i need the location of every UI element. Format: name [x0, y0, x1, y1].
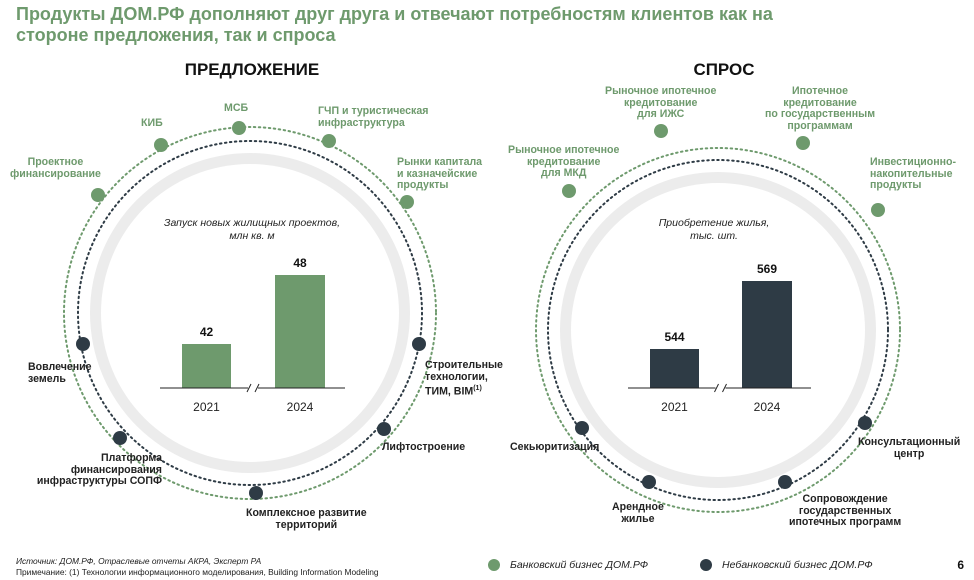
label-state-programs-support: Сопровождение государственных ипотечных пр… — [789, 493, 902, 528]
demand-outer-ring — [535, 147, 901, 513]
legend-bank-marker — [488, 559, 500, 571]
demand-nonbank-node-2 — [778, 475, 792, 489]
slide-title: Продукты ДОМ.РФ дополняют друг друга и о… — [16, 4, 773, 45]
label-complex-development: Комплексное развитие территорий — [246, 507, 367, 531]
supply-heading: ПРЕДЛОЖЕНИЕ — [184, 60, 320, 79]
label-state-mortgage: Ипотечное кредитование по государственным п… — [765, 85, 876, 132]
chart0-value-label-0: 42 — [200, 325, 214, 339]
chart0-category-label-0: 2021 — [193, 400, 220, 414]
label-securitization: Секьюритизация — [510, 441, 600, 453]
demand-bank-node-2 — [796, 136, 810, 150]
chart0-bar-0 — [182, 344, 231, 388]
demand-nonbank-node-1 — [642, 475, 656, 489]
footnote: Примечание: (1) Технологии информационно… — [16, 567, 379, 577]
label-capital-markets: Рынки капитала и казначейские продукты — [397, 156, 483, 191]
chart1-break-mark-a — [714, 383, 719, 393]
chart0-category-label-1: 2024 — [287, 400, 314, 414]
demand-heading: СПРОС — [693, 60, 755, 79]
supply-bank-node-2 — [232, 121, 246, 135]
demand-disk — [571, 183, 865, 477]
chart-caption-demand: Приобретение жилья, тыс. шт. — [658, 217, 770, 242]
legend-nonbank-marker — [700, 559, 712, 571]
chart0-break-gap — [248, 385, 258, 391]
page-number: 6 — [957, 558, 964, 572]
label-construction-tech: Строительные технологии, ТИМ, BIM(1) — [425, 359, 503, 398]
label-rental-housing: Арендное жилье — [612, 501, 664, 525]
chart1-bar-1 — [742, 281, 792, 388]
supply-nonbank-node-3 — [377, 422, 391, 436]
label-land-involvement: Вовлечение земель — [28, 361, 92, 385]
supply-outer-ring — [63, 126, 437, 500]
demand-nonbank-node-0 — [575, 421, 589, 435]
supply-nonbank-node-1 — [113, 431, 127, 445]
supply-bank-node-1 — [154, 138, 168, 152]
chart1-break-mark-b — [722, 383, 727, 393]
chart1-category-label-0: 2021 — [661, 400, 688, 414]
label-mkd-mortgage: Рыночное ипотечное кредитование для МКД — [508, 144, 620, 179]
label-izhs-mortgage: Рыночное ипотечное кредитование для ИЖС — [605, 85, 717, 120]
chart1-bar-0 — [650, 349, 699, 388]
supply-bank-node-3 — [322, 134, 336, 148]
chart0-break-mark-b — [254, 383, 260, 393]
supply-nonbank-node-4 — [412, 337, 426, 351]
label-msb: МСБ — [224, 102, 249, 114]
supply-inner-ring — [77, 140, 423, 486]
chart1-category-label-1: 2024 — [754, 400, 781, 414]
demand-bank-node-1 — [654, 124, 668, 138]
chart-caption-supply: Запуск новых жилищных проектов, млн кв. м — [164, 217, 340, 242]
legend-nonbank: Небанковский бизнес ДОМ.РФ — [700, 559, 873, 571]
label-consulting-center: Консультационный центр — [858, 436, 961, 460]
supply-nonbank-node-0 — [76, 337, 90, 351]
chart1-value-label-1: 569 — [757, 262, 777, 276]
label-ppp-tourism: ГЧП и туристическая инфраструктура — [318, 105, 429, 129]
label-investment-savings: Инвестиционно-накопительные продукты — [870, 156, 957, 191]
supply-nonbank-node-2 — [249, 486, 263, 500]
supply-bank-node-4 — [400, 195, 414, 209]
supply-bank-node-0 — [91, 188, 105, 202]
label-kib: КИБ — [141, 117, 163, 129]
supply-disk — [101, 164, 399, 462]
demand-bank-node-3 — [871, 203, 885, 217]
demand-inner-ring — [547, 159, 889, 501]
label-elevators: Лифтостроение — [382, 441, 466, 453]
label-project-finance: Проектное финансирование — [10, 156, 101, 180]
demand-bank-node-0 — [562, 184, 576, 198]
source-note: Источник: ДОМ.РФ, Отраслевые отчеты АКРА… — [16, 556, 262, 566]
chart1-value-label-0: 544 — [664, 330, 684, 344]
chart0-bar-1 — [275, 275, 325, 388]
label-sopf-platform: Платформа финансирования инфраструктуры СО… — [36, 452, 162, 487]
legend-bank: Банковский бизнес ДОМ.РФ — [488, 559, 648, 571]
chart1-break-gap — [715, 385, 726, 391]
chart0-break-mark-a — [246, 383, 252, 393]
demand-nonbank-node-3 — [858, 416, 872, 430]
chart0-value-label-1: 48 — [293, 256, 307, 270]
